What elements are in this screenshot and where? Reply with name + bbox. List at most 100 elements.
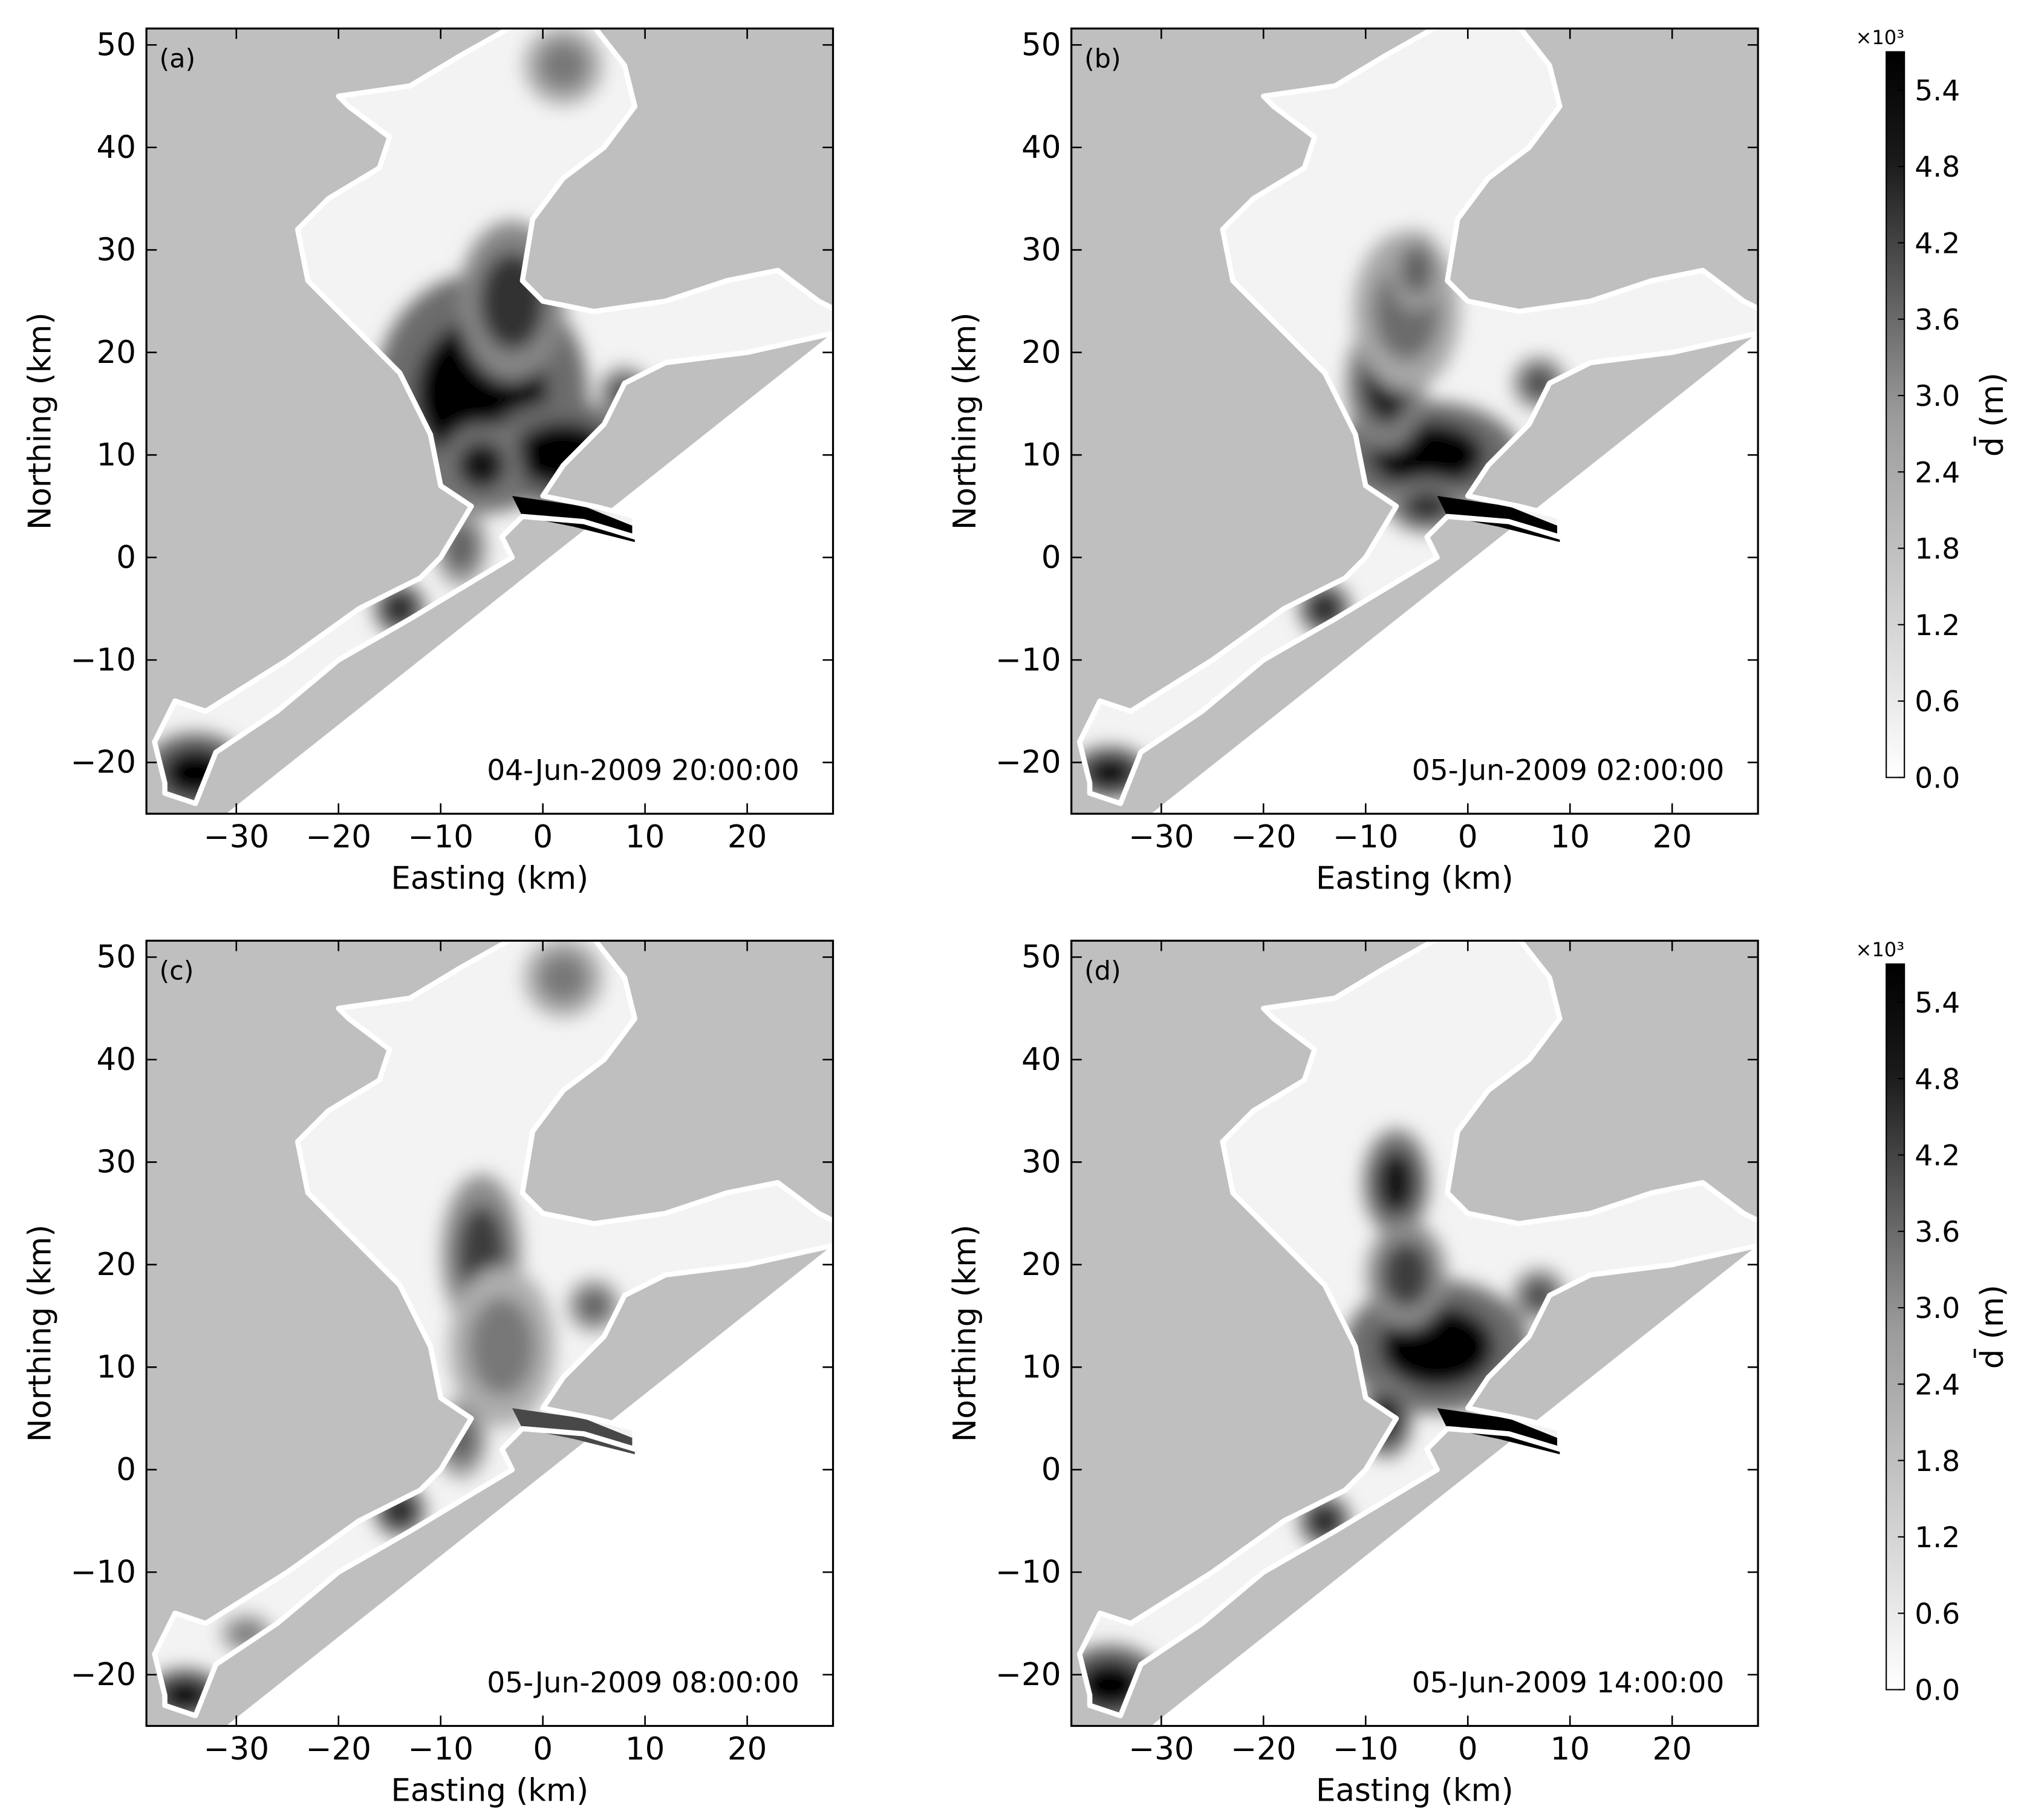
panel-label: (c): [160, 956, 194, 987]
y-tick-label: −10: [995, 642, 1061, 678]
x-tick-label: −10: [1333, 819, 1398, 855]
field-blob: [578, 1289, 611, 1322]
field-blob: [1376, 1150, 1417, 1216]
field-blob: [1308, 592, 1341, 625]
panel-label: (a): [160, 44, 196, 74]
y-tick-label: 40: [97, 1042, 136, 1078]
map-panel: [1071, 28, 1759, 814]
colorbar-tick-label: 3.6: [1915, 304, 1960, 337]
x-tick-label: 20: [1652, 1731, 1691, 1767]
colorbar-label: d̄ (m): [1974, 373, 2011, 457]
y-tick-label: 50: [97, 939, 136, 976]
field-blob: [1308, 1504, 1341, 1538]
axes-frame: [1070, 939, 1759, 1727]
field-blob: [538, 41, 588, 90]
colorbar-label: d̄ (m): [1974, 1285, 2011, 1369]
x-tick-label: 10: [625, 819, 665, 855]
field-blob: [538, 953, 588, 1002]
field-blob: [457, 440, 506, 490]
y-tick-label: 10: [97, 1349, 136, 1385]
colorbar-tick-label: 1.2: [1915, 609, 1960, 642]
y-axis-label: Northing (km): [22, 312, 59, 530]
x-tick-label: −10: [408, 1731, 474, 1767]
y-tick-label: 10: [97, 437, 136, 473]
y-tick-label: −20: [995, 1657, 1061, 1693]
colorbar-tick-label: 0.0: [1915, 762, 1960, 795]
x-tick-label: −30: [204, 819, 270, 855]
y-axis-label: Northing (km): [947, 312, 983, 530]
x-tick-label: 0: [533, 1731, 553, 1767]
y-tick-label: 30: [1021, 1144, 1061, 1180]
concentration-field: [154, 941, 621, 1716]
y-tick-label: 40: [1021, 1042, 1061, 1078]
y-tick-label: −20: [995, 745, 1061, 781]
y-tick-label: 30: [1021, 232, 1061, 268]
colorbar: [1886, 51, 1905, 778]
x-tick-label: 10: [1550, 819, 1589, 855]
colorbar-tick-label: 5.4: [1915, 74, 1960, 108]
y-tick-label: 10: [1021, 1349, 1061, 1385]
x-tick-label: −20: [1231, 819, 1297, 855]
x-tick-label: 20: [727, 819, 767, 855]
timestamp: 04-Jun-2009 20:00:00: [487, 754, 799, 788]
map-panel: [146, 28, 833, 814]
y-tick-label: −10: [70, 1554, 135, 1590]
field-blob: [1085, 756, 1135, 789]
colorbar-tick-label: 1.8: [1915, 1445, 1960, 1478]
colorbar-tick-label: 4.8: [1915, 151, 1960, 184]
shoreline: [152, 941, 833, 1718]
field-blob: [1382, 1242, 1431, 1308]
panel-label: (d): [1084, 956, 1121, 987]
colorbar-tick-label: 0.6: [1915, 685, 1960, 719]
colorbar-tick-label: 3.6: [1915, 1216, 1960, 1249]
x-tick-label: 0: [1458, 1731, 1478, 1767]
y-tick-label: 0: [1041, 540, 1061, 576]
x-axis-label: Easting (km): [1316, 1773, 1514, 1809]
y-tick-label: 0: [1041, 1452, 1061, 1488]
y-tick-label: −20: [70, 1657, 135, 1693]
colorbar-tick-label: 3.0: [1915, 1292, 1960, 1325]
y-tick-label: 0: [116, 540, 136, 576]
y-tick-label: 30: [97, 1144, 136, 1180]
colorbar-multiplier: ×10³: [1855, 938, 1904, 961]
y-tick-label: 40: [97, 129, 136, 166]
timestamp: 05-Jun-2009 02:00:00: [1412, 754, 1725, 788]
y-tick-label: 20: [1021, 334, 1061, 371]
x-axis-label: Easting (km): [391, 861, 588, 897]
x-tick-label: 0: [533, 819, 553, 855]
gulf: [226, 333, 833, 814]
axes-frame: [1070, 27, 1759, 815]
map-panel: [1071, 941, 1759, 1726]
panel-label: (b): [1084, 44, 1121, 74]
x-tick-label: −10: [1333, 1731, 1398, 1767]
colorbar-tick-label: 3.0: [1915, 380, 1960, 413]
x-tick-label: −30: [1128, 819, 1194, 855]
y-tick-label: −10: [70, 642, 135, 678]
concentration-field: [1079, 230, 1566, 800]
colorbar-multiplier: ×10³: [1855, 26, 1904, 49]
colorbar-tick-label: 0.0: [1915, 1674, 1960, 1707]
x-tick-label: −10: [408, 819, 474, 855]
y-tick-label: −20: [70, 745, 135, 781]
y-tick-label: 20: [97, 1247, 136, 1283]
y-tick-label: 50: [97, 27, 136, 63]
timestamp: 05-Jun-2009 08:00:00: [487, 1666, 799, 1700]
axes-frame: [145, 939, 835, 1727]
x-axis-label: Easting (km): [391, 1773, 588, 1809]
colorbar: [1886, 963, 1905, 1691]
colorbar-tick-label: 4.2: [1915, 1140, 1960, 1173]
x-tick-label: −30: [204, 1731, 270, 1767]
colorbar-tick-label: 5.4: [1915, 987, 1960, 1020]
y-tick-label: 20: [1021, 1247, 1061, 1283]
y-axis-label: Northing (km): [22, 1225, 59, 1443]
field-blob: [383, 592, 417, 625]
shoreline: [1076, 28, 1759, 806]
y-tick-label: 50: [1021, 939, 1061, 976]
x-tick-label: 10: [1550, 1731, 1589, 1767]
map-panel: [146, 941, 833, 1726]
colorbar-tick-label: 4.8: [1915, 1063, 1960, 1096]
colorbar-tick-label: 1.8: [1915, 533, 1960, 566]
x-tick-label: 20: [1652, 819, 1691, 855]
colorbar-tick-label: 0.6: [1915, 1597, 1960, 1631]
